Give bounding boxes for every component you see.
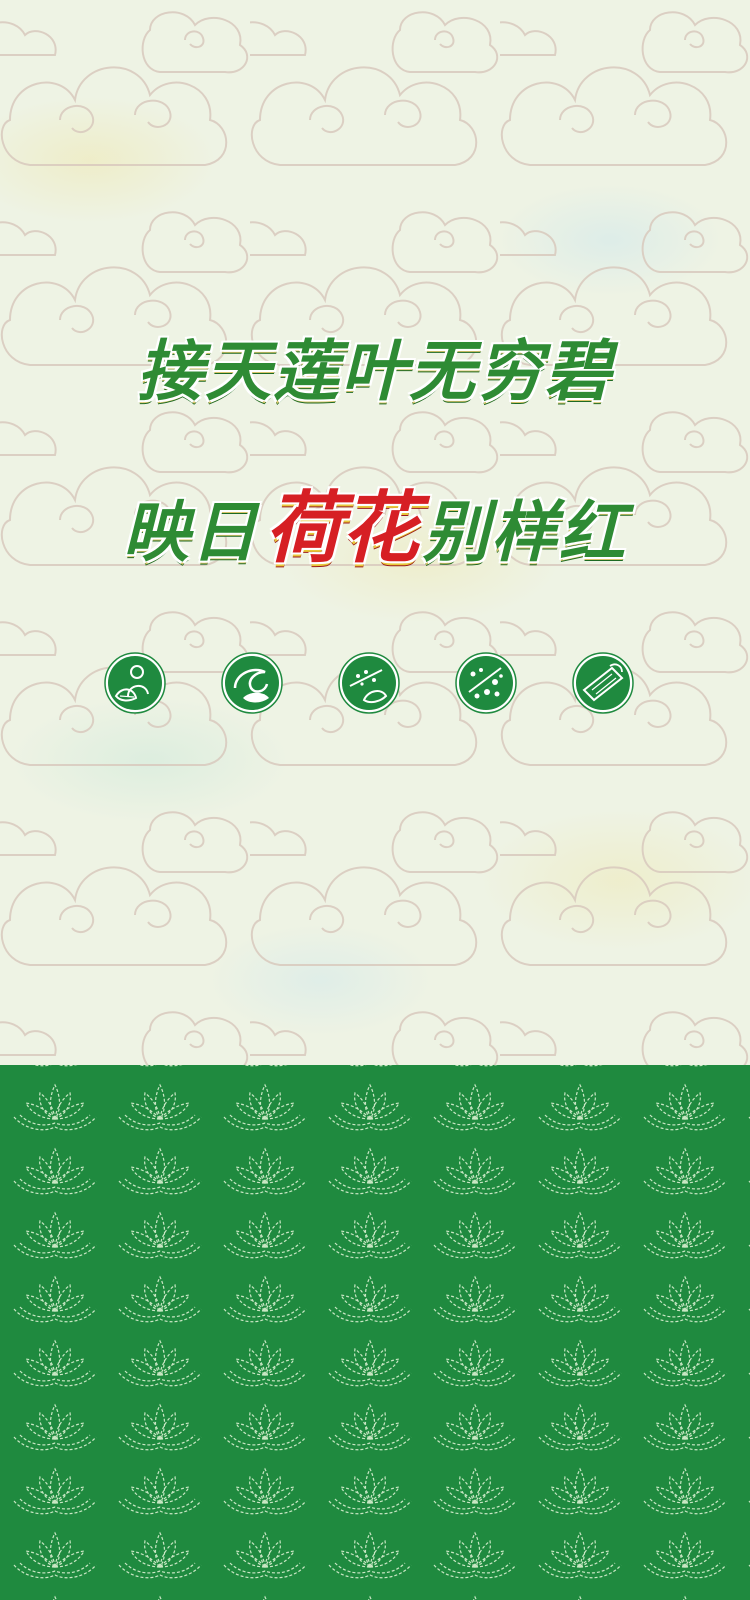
granules-icon [455, 652, 517, 714]
top-cloud-background: 接天莲叶无穷碧 映日荷花别样红 [0, 0, 750, 1065]
leaf-packet-icon [572, 652, 634, 714]
headline-highlight-lotus: 荷花 [264, 484, 419, 574]
bottom-lotus-pattern-panel [0, 1065, 750, 1600]
cloud-pattern [0, 0, 750, 1065]
lotus-leaf-swirl-icon [221, 652, 283, 714]
headline-line-1: 接天莲叶无穷碧 [137, 333, 613, 410]
lotus-outline-pattern [0, 1065, 750, 1600]
feature-icon-row [0, 652, 750, 716]
headline-line-2: 映日荷花别样红 [0, 484, 750, 578]
headline-line-2-prefix: 映日 [122, 494, 259, 571]
farmer-picking-leaf-icon [104, 652, 166, 714]
headline-line-2-suffix: 别样红 [423, 494, 627, 571]
leaf-seeds-icon [338, 652, 400, 714]
